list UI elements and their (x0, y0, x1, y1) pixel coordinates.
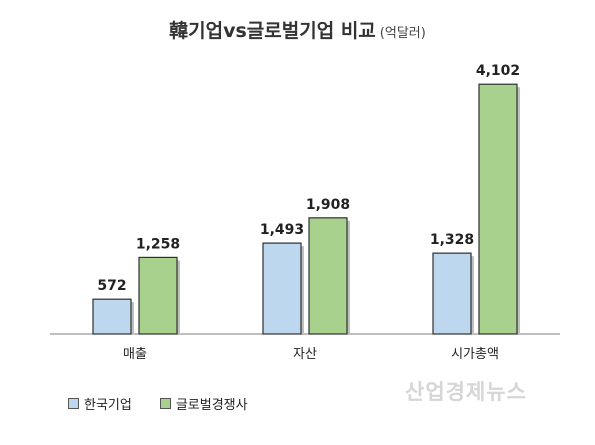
bar-global-2 (478, 83, 518, 335)
data-label: 572 (97, 278, 126, 294)
chart-title-unit: (억달러) (379, 26, 426, 41)
data-label: 1,328 (430, 232, 474, 248)
legend-label-global: 글로벌경쟁사 (175, 398, 248, 413)
chart-title-main: 韓기업vs글로벌기업 비교 (169, 20, 376, 42)
bar-korea-2 (432, 252, 472, 335)
legend: 한국기업 글로벌경쟁사 (68, 394, 248, 413)
data-label: 1,258 (136, 236, 180, 252)
x-tick-label: 매출 (123, 347, 147, 362)
bar-korea-0 (92, 298, 132, 335)
legend-swatch-korea (68, 398, 79, 409)
x-tick-label: 시가총액 (451, 347, 499, 362)
bar-global-1 (308, 217, 348, 335)
x-tick-label: 자산 (293, 347, 317, 362)
data-label: 1,493 (260, 222, 304, 238)
legend-item-korea: 한국기업 (68, 394, 132, 413)
bar-korea-1 (262, 242, 302, 335)
legend-item-global: 글로벌경쟁사 (159, 394, 248, 413)
legend-swatch-global (159, 398, 171, 409)
chart-title: 韓기업vs글로벌기업 비교 (억달러) (0, 16, 595, 43)
legend-label-korea: 한국기업 (84, 398, 132, 413)
data-label: 1,908 (306, 197, 350, 213)
data-label: 4,102 (476, 63, 520, 79)
watermark: 산업경제뉴스 (405, 380, 527, 404)
bar-global-0 (138, 256, 178, 335)
